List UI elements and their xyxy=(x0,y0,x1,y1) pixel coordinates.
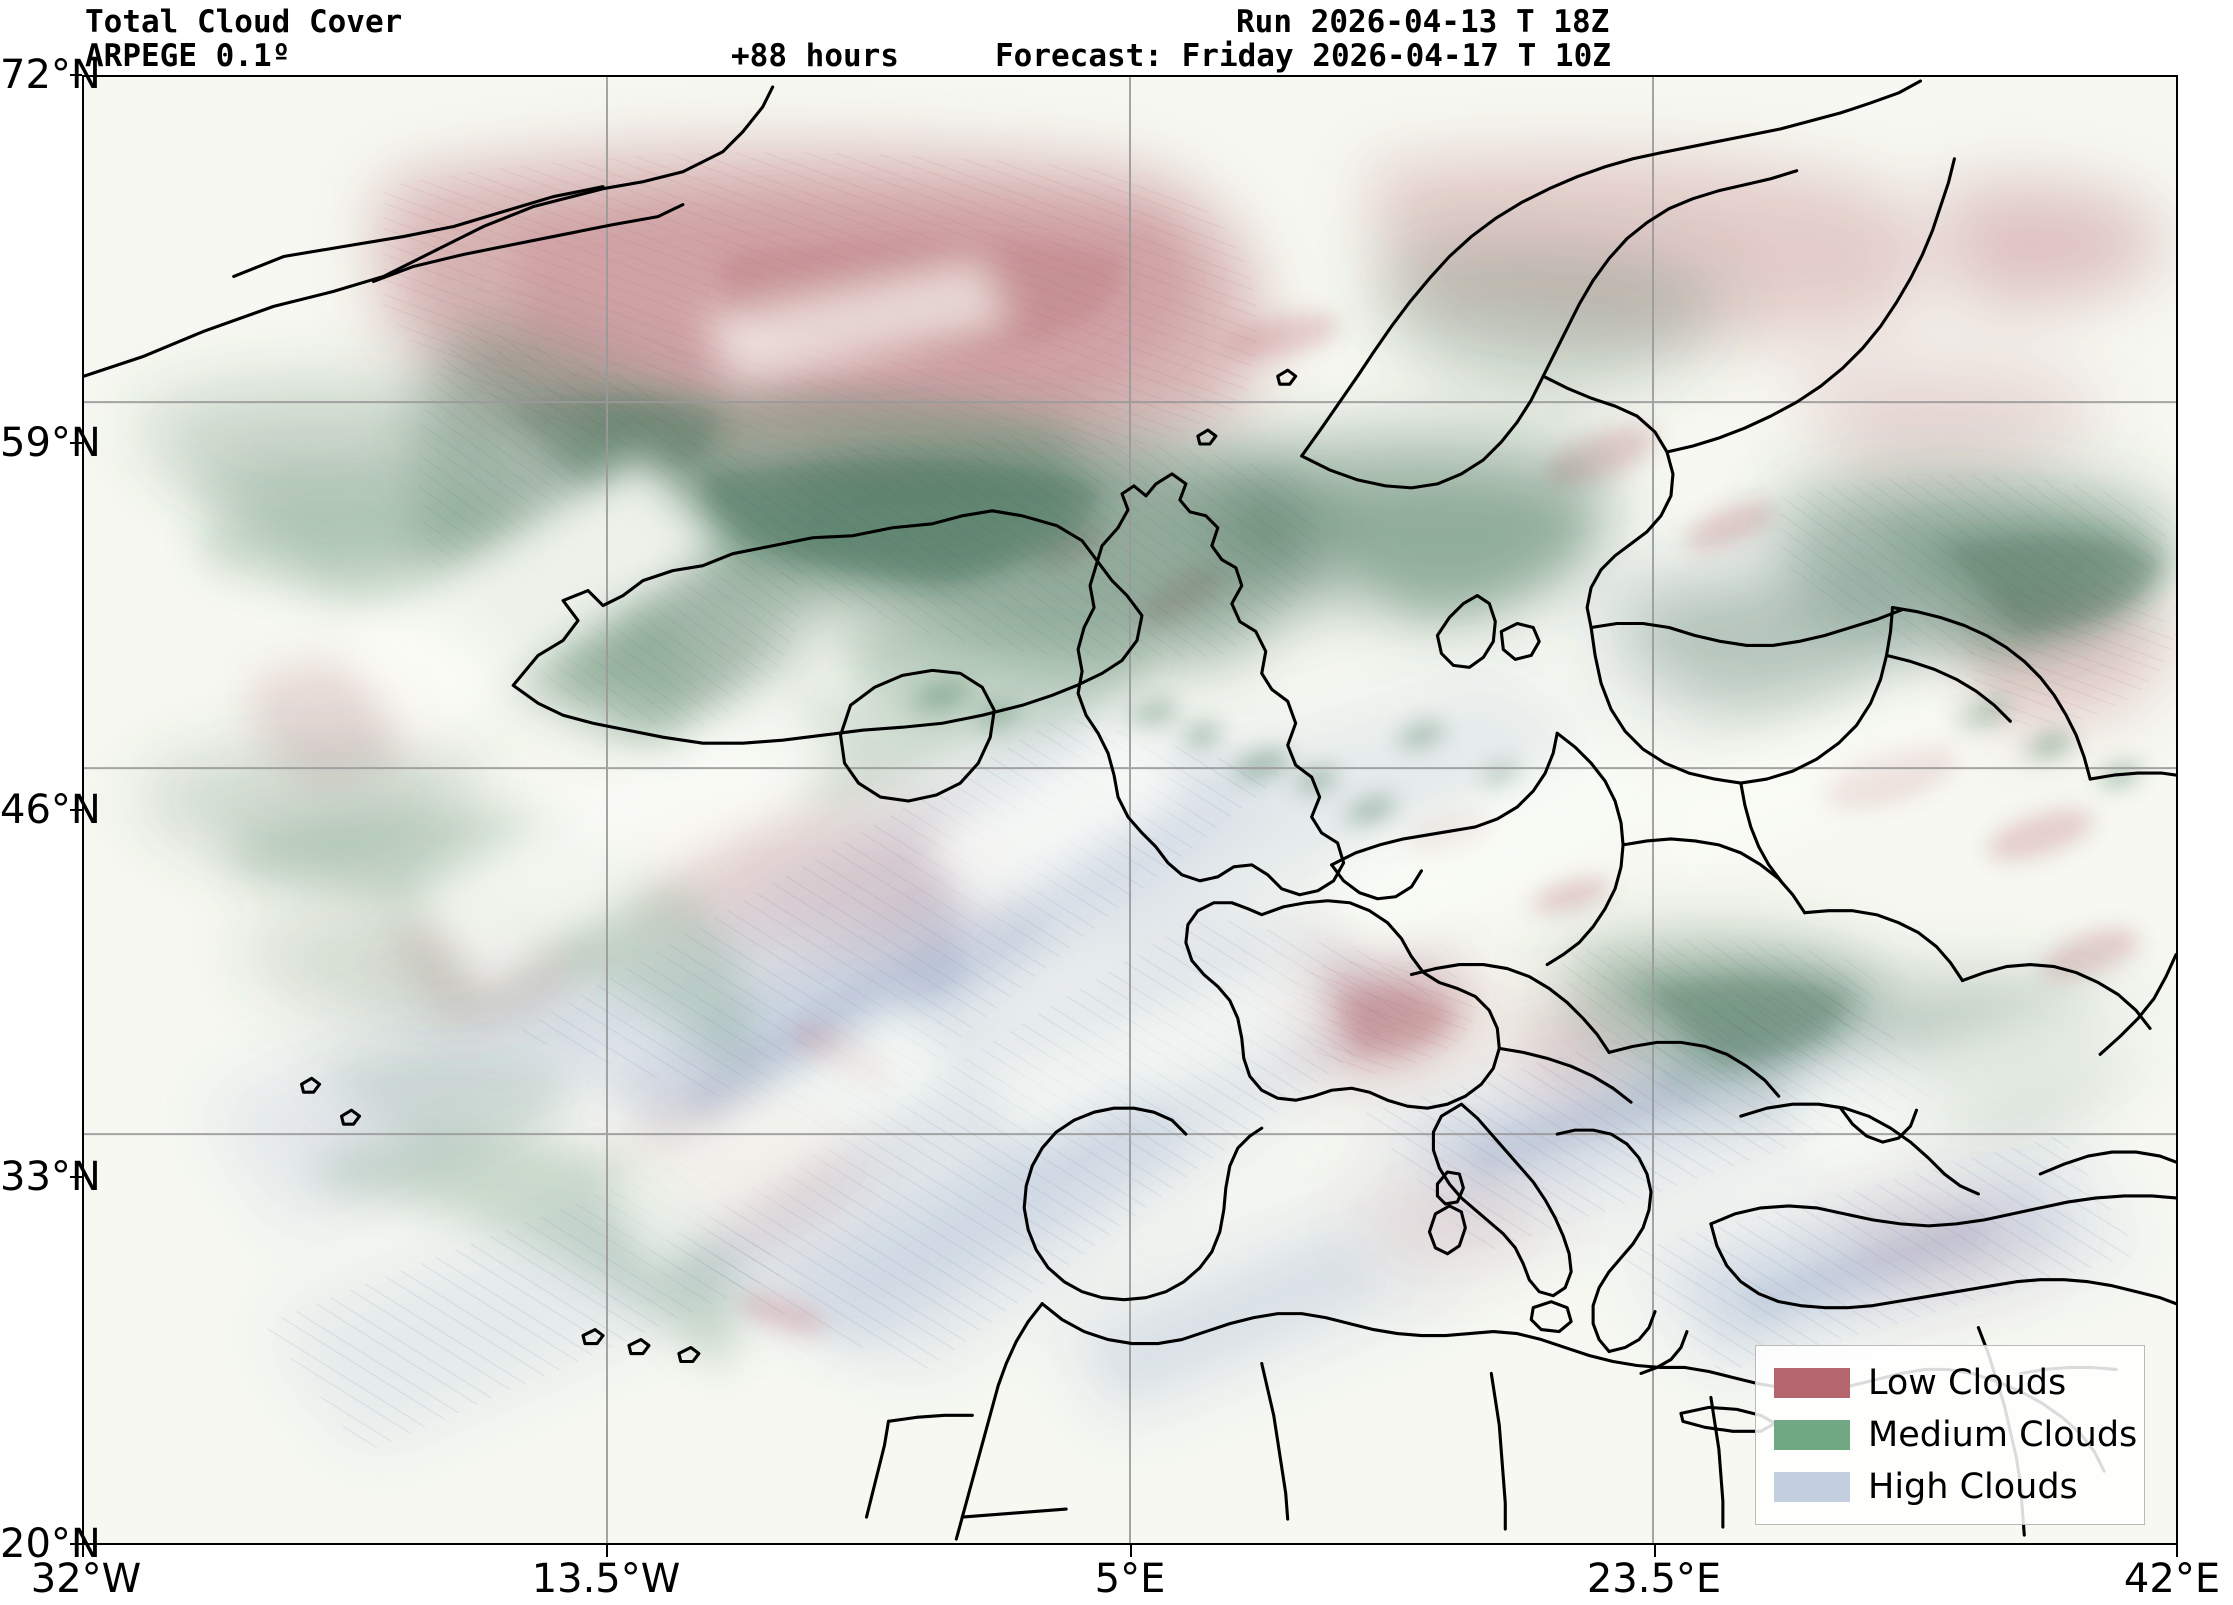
map-canvas xyxy=(84,77,2176,1543)
model-label: ARPEGE 0.1º xyxy=(85,38,291,74)
legend-label-low-clouds: Low Clouds xyxy=(1868,1362,2067,1403)
xtick-5E xyxy=(1130,1545,1132,1557)
legend-label-medium-clouds: Medium Clouds xyxy=(1868,1414,2138,1455)
xtick-label-135w: 13.5°W xyxy=(531,1556,681,1602)
forecast-time-label: Forecast: Friday 2026-04-17 T 10Z xyxy=(995,38,1611,74)
ytick-label-72n: 72°N xyxy=(0,52,101,98)
xtick-13.5W xyxy=(606,1545,608,1557)
coastlines xyxy=(84,79,2176,1541)
cloud-cover-map[interactable] xyxy=(82,75,2178,1545)
xtick-32W xyxy=(82,1545,84,1557)
ytick-33 xyxy=(70,1176,82,1178)
xtick-23.5E xyxy=(1654,1545,1656,1557)
ytick-46 xyxy=(70,809,82,811)
legend-swatch-low-clouds xyxy=(1774,1368,1850,1398)
run-time-label: Run 2026-04-13 T 18Z xyxy=(1236,4,1610,40)
legend-label-high-clouds: High Clouds xyxy=(1868,1466,2078,1507)
xtick-label-32w: 32°W xyxy=(30,1556,142,1602)
xtick-label-235e: 23.5°E xyxy=(1586,1556,1722,1602)
lead-time-label: +88 hours xyxy=(731,38,899,74)
ytick-label-46n: 46°N xyxy=(0,787,101,833)
legend-swatch-high-clouds xyxy=(1774,1472,1850,1502)
legend-swatch-medium-clouds xyxy=(1774,1420,1850,1450)
legend-item-medium-clouds: Medium Clouds xyxy=(1774,1411,2137,1459)
xtick-label-42e: 42°E xyxy=(2123,1556,2221,1602)
cloud-legend: Low Clouds Medium Clouds High Clouds xyxy=(1755,1345,2145,1525)
ytick-label-59n: 59°N xyxy=(0,420,101,466)
page-title: Total Cloud Cover xyxy=(85,4,403,40)
ytick-label-33n: 33°N xyxy=(0,1154,101,1200)
ytick-72 xyxy=(70,74,82,76)
xtick-42E xyxy=(2176,1545,2178,1557)
legend-item-low-clouds: Low Clouds xyxy=(1774,1359,2126,1407)
ytick-20 xyxy=(70,1543,82,1545)
xtick-label-5e: 5°E xyxy=(1094,1556,1166,1602)
ytick-59 xyxy=(70,442,82,444)
legend-item-high-clouds: High Clouds xyxy=(1774,1463,2126,1511)
